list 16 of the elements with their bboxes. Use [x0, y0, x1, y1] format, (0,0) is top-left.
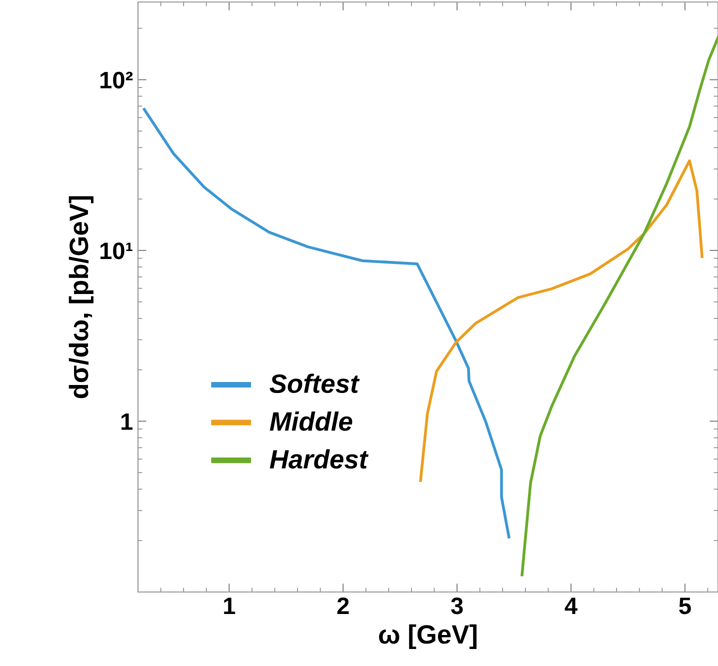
legend-label: Softest	[270, 374, 360, 394]
y-axis-title: dσ/dω, [pb/GeV]	[68, 196, 94, 398]
x-tick-label: 4	[564, 598, 578, 614]
legend-label: Hardest	[270, 449, 369, 469]
x-axis-title: ω [GeV]	[379, 624, 477, 650]
x-tick-label: 1	[224, 598, 236, 614]
y-tick-label: 10¹	[100, 242, 132, 260]
line-series	[419, 159, 704, 482]
legend-label: Middle	[270, 411, 352, 431]
x-tick-label: 5	[679, 598, 691, 614]
line-series	[520, 36, 718, 576]
y-tick-label: 1	[121, 414, 132, 430]
x-tick-label: 3	[451, 597, 463, 614]
y-tick-label: 10²	[100, 72, 133, 88]
line-series	[142, 108, 510, 538]
x-tick-label: 2	[337, 597, 349, 614]
